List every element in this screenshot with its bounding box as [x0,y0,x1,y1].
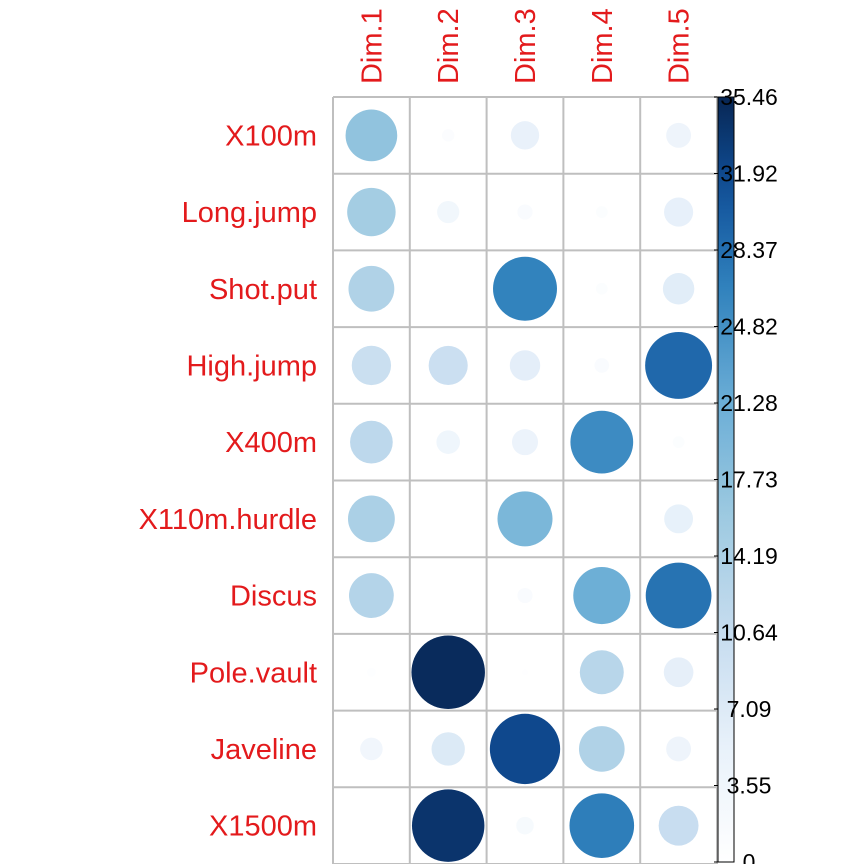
cell-circle [663,657,694,688]
cell-circle [522,669,528,676]
cell-circle [662,273,695,305]
cell-circle [579,650,624,695]
column-labels: Dim.1 Dim.2 Dim.3 Dim.4 Dim.5 [356,8,695,84]
cell-circle [511,429,539,456]
colorbar-tick-label: 35.46 [720,84,778,110]
cell-circle [493,256,557,321]
row-label: High.jump [186,350,317,382]
colorbar-tick-label: 17.73 [720,467,778,493]
cell-circle [570,410,634,474]
cell-circle [347,495,395,543]
cell-circle [672,436,685,449]
cell-circle [489,713,561,785]
cell-circle [569,793,635,858]
cell-circle [411,635,485,710]
cell-circle [347,187,396,237]
cell-circle [509,350,541,381]
row-label: Long.jump [182,197,317,229]
cell-circle [367,667,376,677]
cell-circle [446,286,451,291]
row-label: Discus [230,581,317,613]
row-label: Pole.vault [190,657,317,689]
colorbar-tick-label: 28.37 [720,237,778,263]
cell-circle [510,121,540,150]
row-label: X1500m [209,811,317,843]
row-label: X110m.hurdle [139,504,317,536]
cell-circle [658,805,699,846]
colorbar-tick-label: 0 [743,849,756,864]
cell-circle [350,420,393,464]
column-label: Dim.4 [587,8,619,84]
row-label: Shot.put [209,274,317,306]
row-labels: X100m Long.jump Shot.put High.jump X400m X110… [139,120,317,842]
cell-circle [411,789,485,862]
colorbar-tick-label: 24.82 [720,314,778,340]
cell-circle [441,129,455,142]
colorbar: 0 3.55 7.09 10.64 14.19 17.73 21.28 24.82 28.37 3… [714,84,778,864]
cell-circle [437,200,460,224]
cell-circle [595,206,608,218]
cell-circle [349,573,394,618]
cell-circle [573,567,631,625]
cell-circle [360,737,383,761]
row-label: Javeline [211,734,317,766]
cell-circle [516,816,534,835]
cell-circle [517,587,533,604]
plot-circles [345,109,713,862]
cell-circle [436,430,460,454]
cell-circle [595,282,608,295]
cell-circle [666,736,692,762]
colorbar-tick-label: 14.19 [720,543,778,569]
plot-grid [332,96,718,864]
column-label: Dim.1 [356,8,388,84]
cell-circle [428,345,468,386]
colorbar-tick-label: 10.64 [720,620,778,646]
cell-circle [664,504,694,534]
cell-circle [345,109,398,162]
row-label: X400m [225,427,317,459]
cell-circle [578,726,625,772]
column-label: Dim.5 [664,8,696,84]
colorbar-tick-label: 7.09 [727,696,772,722]
colorbar-tick-label: 21.28 [720,390,778,416]
cell-circle [497,491,553,547]
row-label: X100m [225,120,317,152]
cell-circle [431,732,465,766]
column-label: Dim.3 [510,8,542,84]
column-label: Dim.2 [433,8,465,84]
colorbar-tick-label: 3.55 [727,773,772,799]
colorbar-tick-label: 31.92 [720,161,778,187]
cell-circle [645,331,713,399]
cell-circle [594,358,610,373]
cell-circle [664,197,694,227]
cell-circle [517,204,533,220]
cell-circle [645,562,712,629]
cell-circle [348,265,395,312]
cell-circle [666,122,692,148]
cell-circle [351,345,392,386]
